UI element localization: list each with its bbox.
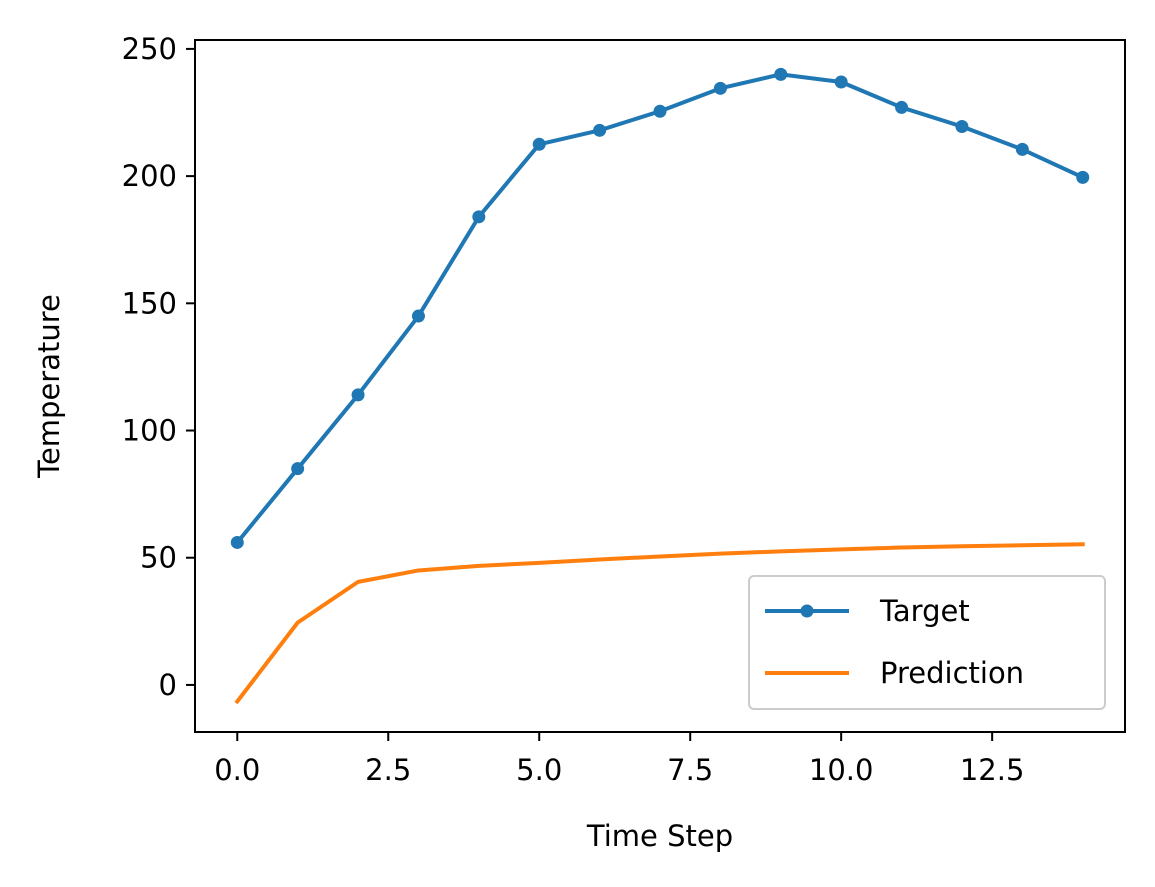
legend: Target Prediction bbox=[748, 575, 1106, 710]
legend-marker bbox=[800, 604, 814, 618]
data-point bbox=[713, 81, 727, 95]
legend-item-target: Target bbox=[765, 594, 970, 628]
x-tick-label: 2.5 bbox=[365, 753, 411, 787]
legend-entries: Target Prediction bbox=[765, 594, 1024, 690]
y-tick-label: 100 bbox=[122, 414, 177, 448]
x-axis: 0.0 2.5 5.0 7.5 10.0 12.5 bbox=[214, 732, 1024, 787]
data-point bbox=[593, 123, 607, 137]
x-axis-label: Time Step bbox=[586, 819, 733, 853]
data-point bbox=[230, 535, 244, 549]
x-tick-label: 12.5 bbox=[960, 753, 1025, 787]
series-line-prediction bbox=[234, 542, 1085, 705]
legend-label: Prediction bbox=[880, 656, 1024, 690]
data-point bbox=[472, 210, 486, 224]
data-point bbox=[411, 309, 425, 323]
data-point bbox=[532, 137, 546, 151]
y-axis-label: Temperature bbox=[32, 294, 66, 479]
plot-frame bbox=[194, 39, 1126, 733]
x-tick-label: 10.0 bbox=[809, 753, 874, 787]
data-point bbox=[653, 104, 667, 118]
legend-item-prediction: Prediction bbox=[765, 656, 1024, 690]
data-point bbox=[834, 75, 848, 89]
series-prediction bbox=[234, 542, 1085, 705]
data-point bbox=[895, 100, 909, 114]
y-tick-label: 0 bbox=[159, 668, 177, 702]
y-axis: 0 50 100 150 200 250 bbox=[122, 32, 195, 702]
series-target bbox=[230, 67, 1090, 549]
data-point bbox=[774, 67, 788, 81]
y-tick-label: 200 bbox=[122, 159, 177, 193]
y-tick-label: 250 bbox=[122, 32, 177, 66]
data-point bbox=[351, 388, 365, 402]
data-point bbox=[1015, 142, 1029, 156]
x-tick-label: 7.5 bbox=[667, 753, 713, 787]
x-tick-label: 0.0 bbox=[214, 753, 260, 787]
series-layer bbox=[230, 67, 1090, 705]
legend-label: Target bbox=[879, 594, 970, 628]
x-tick-label: 5.0 bbox=[516, 753, 562, 787]
data-point bbox=[955, 120, 969, 133]
data-point bbox=[1076, 170, 1090, 184]
y-tick-label: 150 bbox=[122, 286, 177, 320]
y-tick-label: 50 bbox=[140, 541, 177, 575]
series-line-target bbox=[234, 72, 1086, 546]
plot-area bbox=[194, 39, 1126, 733]
data-point bbox=[291, 462, 305, 476]
